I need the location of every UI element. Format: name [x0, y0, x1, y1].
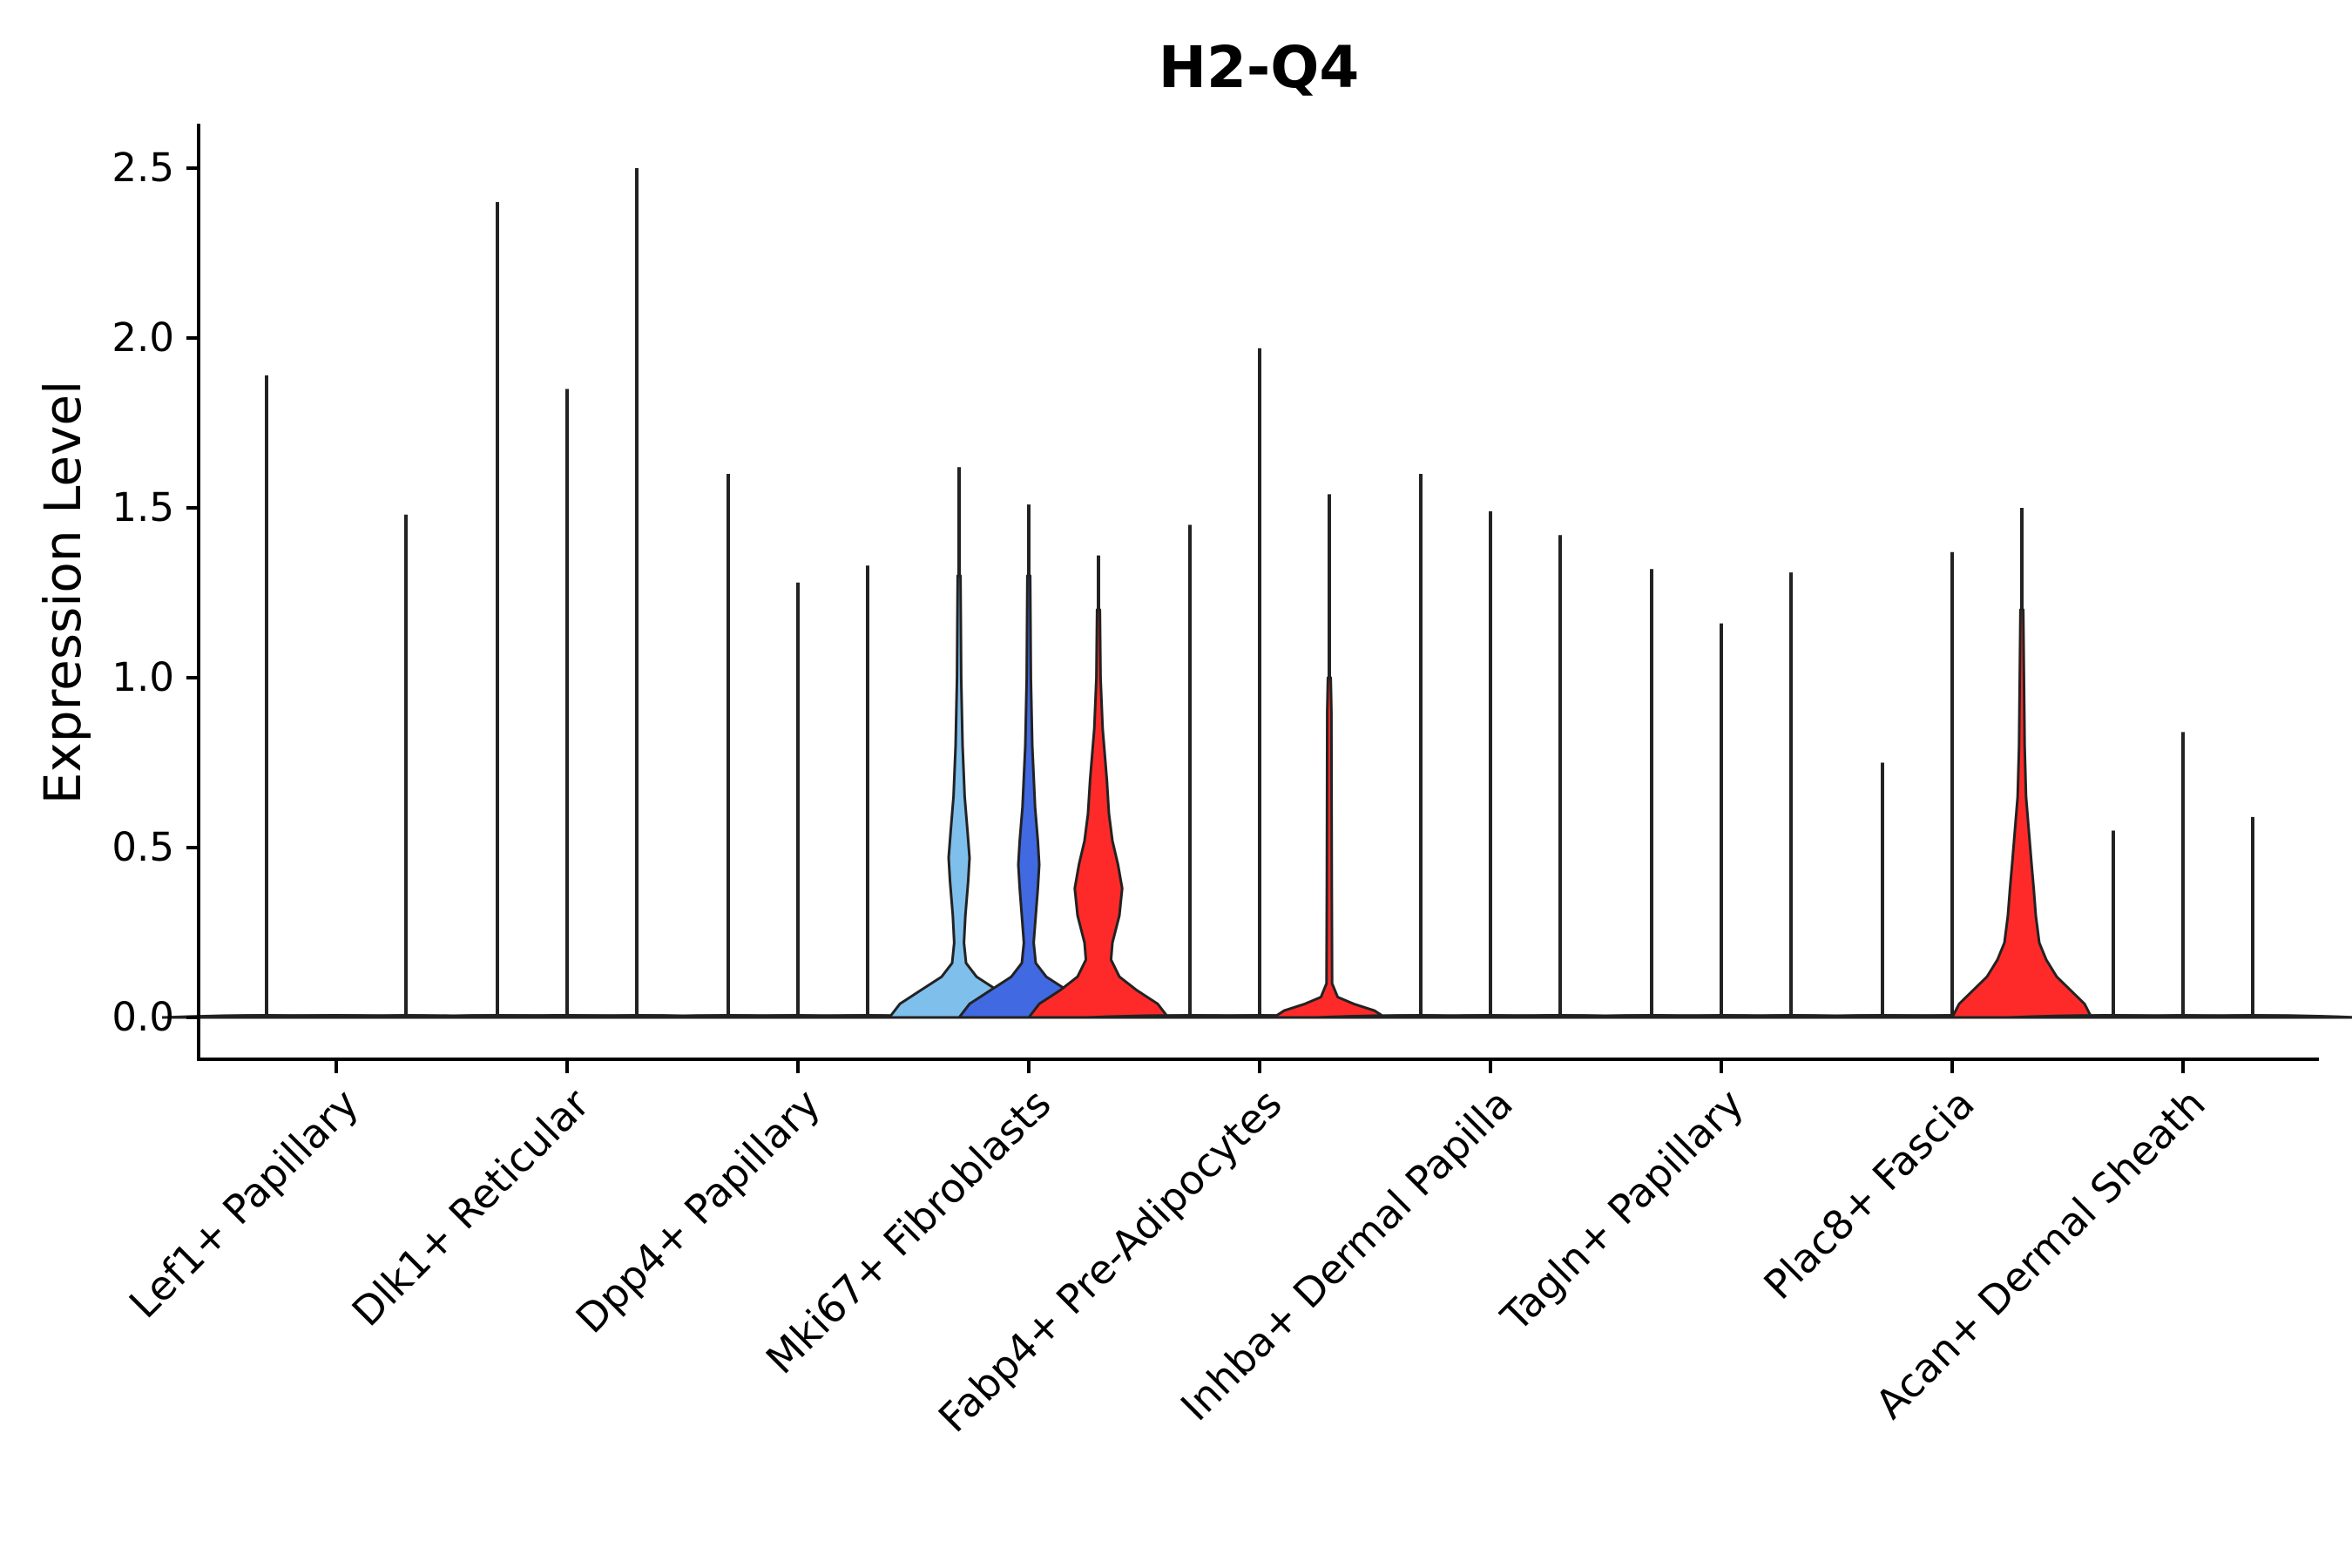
y-axis-label: Expression Level — [33, 381, 92, 804]
violin-body — [888, 574, 1031, 1019]
y-tick-label: 0.5 — [112, 824, 174, 870]
y-axis-ticks: 0.0 0.5 1.0 1.5 2.0 2.5 — [112, 145, 199, 1040]
chart-title: H2-Q4 — [1159, 34, 1360, 101]
violin-layer — [161, 168, 2352, 1019]
violin — [301, 514, 511, 1019]
x-tick-label: Dpp4+ Papillary — [567, 1080, 829, 1342]
violin — [462, 389, 672, 1019]
x-tick-label: Dlk1+ Reticular — [343, 1080, 598, 1335]
violin — [1950, 508, 2093, 1019]
x-tick-label: Plac8+ Fascia — [1754, 1080, 1983, 1308]
violin-body — [957, 574, 1100, 1019]
violin-body — [2147, 1014, 2352, 1019]
violin — [531, 168, 742, 1019]
y-tick-label: 2.5 — [112, 145, 174, 191]
violin — [1272, 494, 1387, 1019]
y-tick-label: 2.0 — [112, 314, 174, 361]
violin — [161, 375, 372, 1019]
violin — [1777, 762, 1988, 1019]
violin — [1315, 474, 1526, 1019]
violin — [1027, 555, 1170, 1019]
violin — [1546, 569, 1757, 1019]
violin — [2078, 732, 2288, 1019]
violin — [623, 474, 834, 1019]
violin — [1385, 510, 1596, 1019]
violin — [392, 202, 603, 1019]
y-tick-label: 1.0 — [112, 654, 174, 700]
violin-body — [1027, 608, 1170, 1019]
violin — [1686, 572, 1896, 1019]
x-tick-label: Lef1+ Papillary — [120, 1080, 368, 1328]
violin — [1616, 623, 1827, 1019]
violin-body — [1272, 676, 1387, 1019]
y-tick-label: 1.5 — [112, 484, 174, 531]
violin — [762, 565, 973, 1019]
violin — [1085, 524, 1295, 1019]
violin — [2147, 816, 2352, 1019]
violin — [693, 582, 903, 1019]
y-tick-label: 0.0 — [112, 994, 174, 1040]
violin-body — [1950, 608, 2093, 1019]
violin — [1455, 535, 1666, 1019]
violin — [888, 467, 1031, 1019]
x-tick-label: Tagln+ Papillary — [1491, 1080, 1753, 1342]
violin — [957, 504, 1100, 1019]
